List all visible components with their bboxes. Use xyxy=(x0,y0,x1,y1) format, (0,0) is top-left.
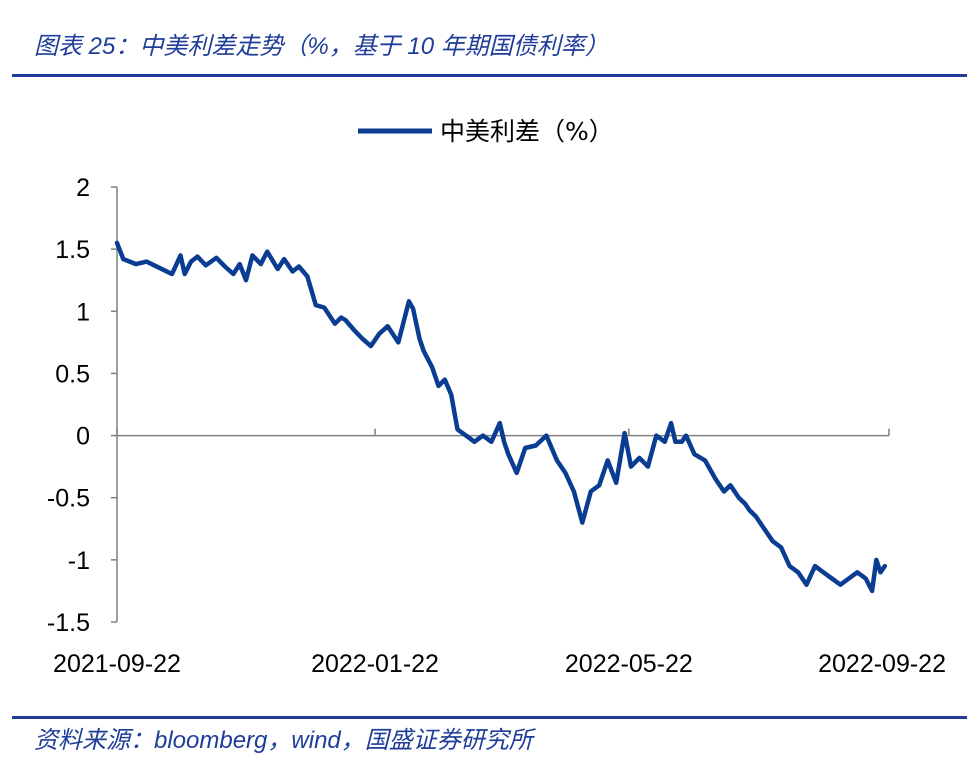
x-tick-label: 2022-05-22 xyxy=(565,650,693,678)
y-tick-label: -1 xyxy=(68,547,90,575)
y-tick-label: -1.5 xyxy=(47,609,90,637)
x-tick-label: 2021-09-22 xyxy=(53,650,181,678)
line-chart: 2 1.5 1 0.5 0 -0.5 -1 -1.5 2021-09-22 2022-01-22… xyxy=(47,117,946,678)
x-axis: 2021-09-22 2022-01-22 2022-05-22 2022-09-22 xyxy=(53,428,946,678)
figure-title: 图表 25：中美利差走势（%，基于 10 年期国债利率） xyxy=(34,33,609,60)
legend: 中美利差（%） xyxy=(358,117,614,146)
title-divider xyxy=(12,74,967,77)
y-tick-label: -0.5 xyxy=(47,485,90,513)
series-line-china-us-spread xyxy=(114,240,888,594)
x-tick-label: 2022-01-22 xyxy=(311,650,439,678)
source-divider xyxy=(12,716,967,719)
y-tick-label: 2 xyxy=(76,174,90,202)
x-tick-label: 2022-09-22 xyxy=(818,650,946,678)
y-tick-label: 0 xyxy=(76,423,90,451)
y-axis: 2 1.5 1 0.5 0 -0.5 -1 -1.5 xyxy=(47,174,118,637)
y-ticks: 2 1.5 1 0.5 0 -0.5 -1 -1.5 xyxy=(47,174,117,637)
y-tick-label: 1 xyxy=(76,298,90,326)
legend-label: 中美利差（%） xyxy=(440,117,614,146)
y-tick-label: 1.5 xyxy=(55,236,90,264)
x-ticks: 2021-09-22 2022-01-22 2022-05-22 2022-09-22 xyxy=(53,428,946,678)
source-note: 资料来源：bloomberg，wind，国盛证券研究所 xyxy=(34,727,533,754)
y-tick-label: 0.5 xyxy=(55,360,90,388)
